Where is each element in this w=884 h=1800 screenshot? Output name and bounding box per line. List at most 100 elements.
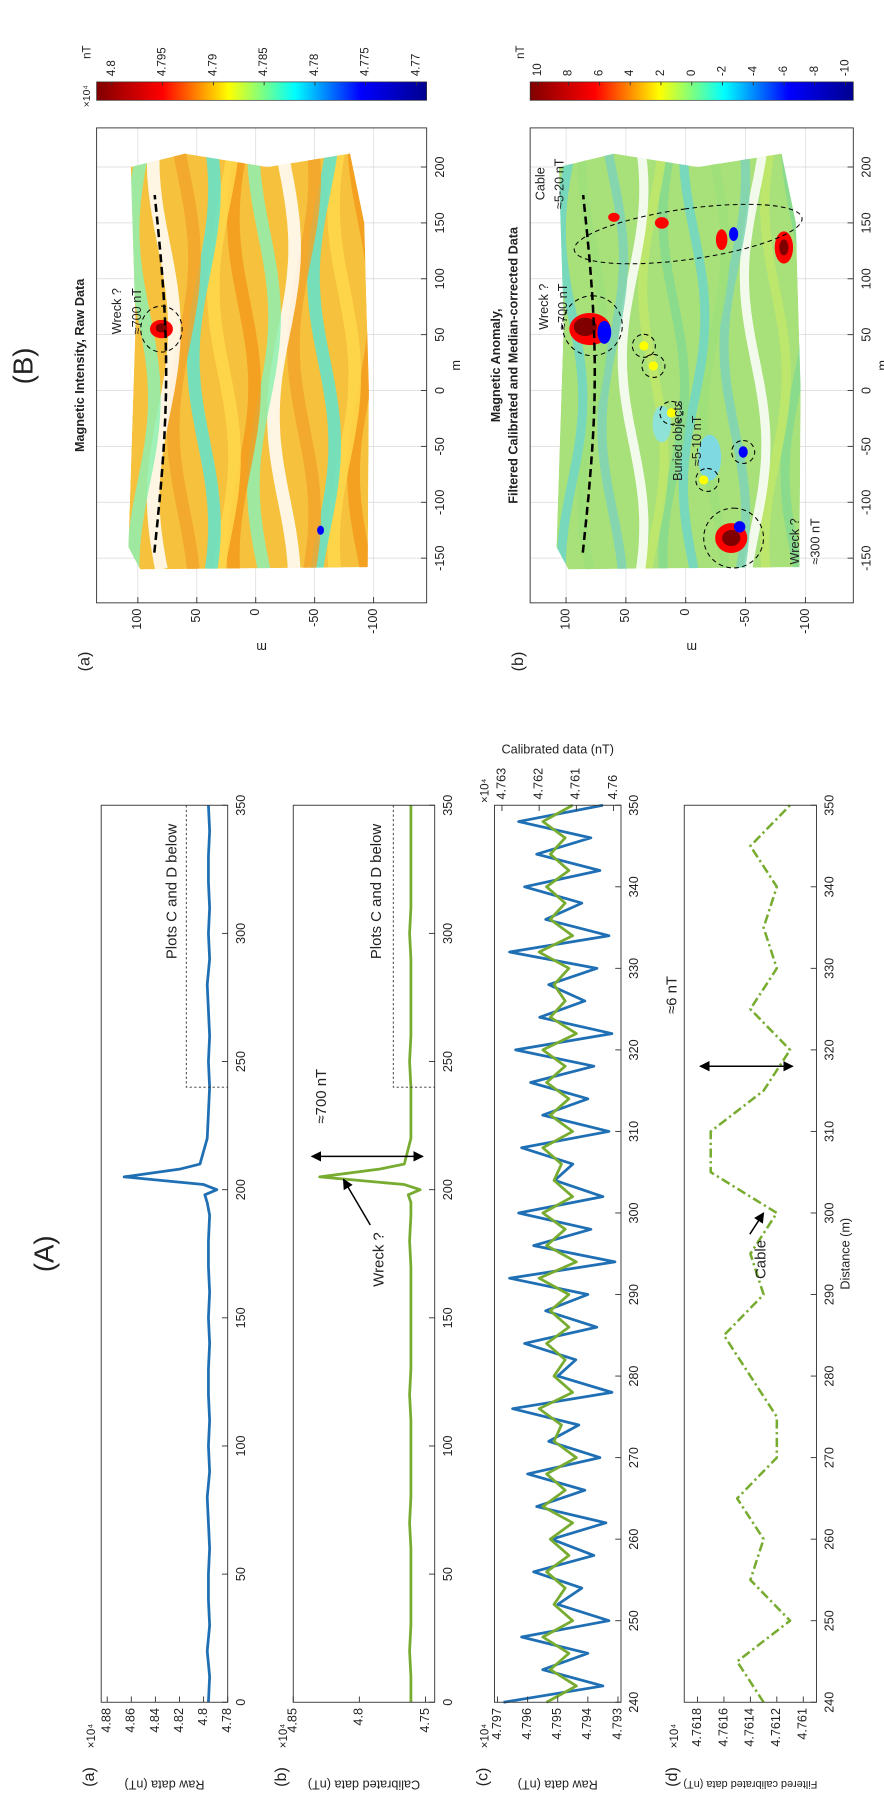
annotation: Wreck ?	[370, 1232, 387, 1287]
anomaly-blob	[652, 405, 672, 443]
series-line	[122, 805, 219, 1703]
series-line	[503, 803, 617, 1704]
colorbar-tick-label: 4.77	[411, 54, 423, 76]
annotation-circle	[631, 333, 656, 358]
colorbar-tick-label: 4	[624, 69, 636, 76]
map-stripe	[678, 153, 710, 570]
x-tick-label: 340	[627, 876, 641, 897]
y-exponent: ×10⁴	[479, 1724, 491, 1749]
annotation: Wreck ?	[537, 284, 551, 330]
x-tick-label: -50	[859, 437, 873, 455]
annotation-circle	[140, 305, 183, 353]
y2-axis-label: Calibrated data (nT)	[502, 742, 614, 756]
y-tick-label: 0	[248, 609, 262, 616]
y2-tick-label: 4.76	[606, 775, 620, 800]
x-tick-label: 270	[823, 1447, 837, 1468]
annotation-circle	[731, 439, 756, 465]
panel-label: (b)	[272, 1767, 290, 1787]
y-tick-label: 4.84	[148, 1708, 162, 1733]
x-tick-label: 260	[823, 1529, 837, 1550]
y-tick-label: 4.7612	[769, 1708, 783, 1747]
panel-label: (c)	[473, 1768, 491, 1787]
y-tick-label: 100	[558, 609, 572, 630]
x-tick-label: 260	[627, 1529, 641, 1550]
annotation: Wreck ?	[788, 518, 802, 564]
colorbar-tick-label: 4.8	[106, 60, 118, 76]
map-image	[556, 153, 801, 570]
x-tick-label: 0	[859, 387, 873, 394]
chart-title: Magnetic Intensity, Raw Data	[73, 278, 87, 452]
y-tick-label: 0	[678, 609, 692, 616]
x-tick-label: 310	[823, 1121, 837, 1142]
y-tick-label: 4.797	[490, 1708, 504, 1740]
colorbar-tick-label: 4.795	[157, 47, 169, 76]
anomaly-blob	[597, 320, 612, 344]
map-stripe	[186, 153, 221, 570]
x-tick-label: 150	[859, 212, 873, 233]
y-tick-label: 4.82	[172, 1708, 186, 1733]
x-tick-label: -50	[433, 437, 447, 455]
y-tick-label: 4.794	[580, 1708, 594, 1740]
landscape-figure: (A) (B) Plots C and D below0501001502002…	[8, 45, 884, 1791]
y-tick-label: -100	[798, 609, 812, 634]
x-tick-label: -100	[433, 490, 447, 515]
colorbar-tick-label: 4.79	[207, 54, 219, 76]
annotation-arrow	[749, 1212, 765, 1235]
x-tick-label: 310	[627, 1121, 641, 1142]
plot-frame	[100, 804, 229, 1703]
map-stripe	[556, 153, 588, 570]
panel-label: (a)	[80, 1767, 98, 1787]
x-tick-label: 240	[823, 1692, 837, 1713]
x-tick-label: 200	[234, 1179, 248, 1200]
x-tick-label: 290	[823, 1284, 837, 1305]
map-stripe	[617, 153, 649, 570]
map-image	[128, 153, 369, 570]
x-tick-label: 50	[859, 328, 873, 342]
x-tick-label: 300	[823, 1202, 837, 1223]
colorbar-tick-label: -10	[840, 60, 852, 77]
plot-frame	[529, 127, 854, 604]
map-stripe	[146, 153, 181, 570]
colorbar-tick-label: 2	[655, 70, 667, 76]
y-axis-label: Raw data (nT)	[124, 1778, 204, 1792]
x-tick-label: 240	[627, 1692, 641, 1713]
map-stripe	[287, 153, 321, 570]
panel-label: (b)	[509, 652, 527, 672]
annotation-circle	[703, 507, 765, 569]
y-tick-label: 4.7616	[716, 1708, 730, 1747]
colorbar	[96, 81, 427, 101]
plot-frame	[96, 127, 428, 604]
y-tick-label: 4.795	[550, 1708, 564, 1740]
map-stripe	[739, 153, 771, 570]
map-stripe	[327, 153, 362, 570]
x-tick-label: 50	[433, 328, 447, 342]
y2-exponent: ×10⁴	[479, 778, 491, 803]
colorbar-tick-label: 4.785	[258, 47, 270, 76]
anomaly-blob	[573, 317, 597, 337]
x-tick-label: 250	[823, 1610, 837, 1631]
series-line	[537, 804, 578, 1704]
anomaly-blob	[722, 529, 741, 547]
chart-title: Magnetic Anomaly,	[489, 308, 503, 422]
x-tick-label: 0	[433, 387, 447, 394]
x-tick-label: 150	[234, 1307, 248, 1328]
annotation-circle	[641, 353, 666, 378]
anomaly-blob	[666, 408, 676, 418]
anomaly-blob	[779, 239, 789, 256]
x-tick-label: -150	[859, 545, 873, 570]
y-tick-label: 50	[189, 609, 203, 623]
map-stripe	[699, 153, 730, 570]
colorbar-tick-label: 6	[593, 70, 605, 76]
x-tick-label: 200	[441, 1179, 455, 1200]
x-tick-label: 100	[234, 1435, 248, 1456]
cable-trace	[153, 194, 168, 553]
annotation: ≈5-10 nT	[690, 415, 704, 466]
anomaly-blob	[654, 217, 669, 229]
annotation: ≈6 nT	[664, 976, 681, 1014]
map-stripe	[227, 153, 261, 570]
colorbar-unit: nT	[515, 45, 527, 58]
map-stripe	[267, 153, 301, 570]
panel-label: (d)	[663, 1767, 681, 1787]
y-tick-label: 4.7614	[743, 1708, 757, 1747]
